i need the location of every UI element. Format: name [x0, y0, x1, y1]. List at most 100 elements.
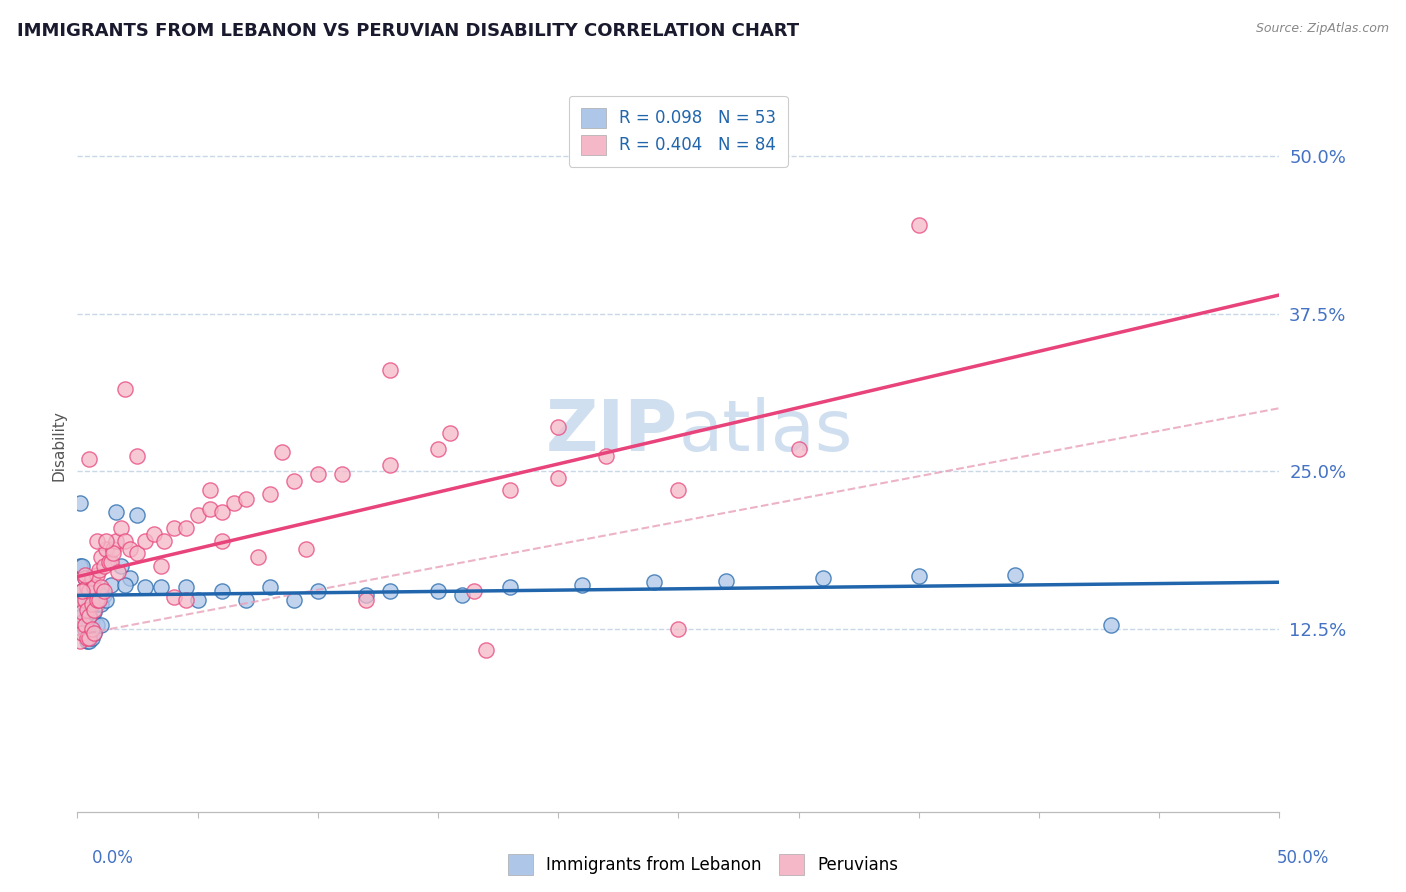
- Point: [668, 483, 690, 497]
- Point: [79, 451, 101, 466]
- Point: [150, 580, 173, 594]
- Point: [1099, 618, 1122, 632]
- Point: [294, 542, 316, 557]
- Point: [330, 467, 353, 481]
- Point: [103, 546, 125, 560]
- Point: [259, 580, 281, 594]
- Point: [235, 592, 257, 607]
- Point: [211, 584, 233, 599]
- Point: [547, 470, 569, 484]
- Point: [378, 363, 401, 377]
- Text: 0.0%: 0.0%: [91, 849, 134, 867]
- Legend: Immigrants from Lebanon, Peruvians: Immigrants from Lebanon, Peruvians: [502, 847, 904, 881]
- Point: [90, 549, 112, 564]
- Point: [76, 580, 98, 594]
- Point: [595, 449, 617, 463]
- Point: [86, 567, 108, 582]
- Point: [96, 592, 118, 607]
- Point: [73, 571, 96, 585]
- Point: [83, 580, 105, 594]
- Point: [90, 580, 112, 594]
- Point: [716, 574, 738, 588]
- Point: [70, 558, 93, 573]
- Point: [439, 426, 461, 441]
- Point: [547, 420, 569, 434]
- Point: [87, 592, 110, 607]
- Point: [79, 631, 101, 645]
- Y-axis label: Disability: Disability: [51, 410, 66, 482]
- Point: [79, 609, 101, 624]
- Text: 50.0%: 50.0%: [1277, 849, 1329, 867]
- Point: [80, 571, 103, 585]
- Point: [127, 508, 149, 523]
- Point: [69, 558, 91, 573]
- Point: [73, 571, 96, 585]
- Point: [143, 527, 166, 541]
- Text: IMMIGRANTS FROM LEBANON VS PERUVIAN DISABILITY CORRELATION CHART: IMMIGRANTS FROM LEBANON VS PERUVIAN DISA…: [17, 22, 799, 40]
- Point: [114, 533, 136, 548]
- Point: [83, 603, 105, 617]
- Point: [69, 615, 91, 630]
- Text: atlas: atlas: [679, 397, 853, 466]
- Point: [70, 584, 93, 599]
- Point: [70, 584, 93, 599]
- Point: [198, 502, 221, 516]
- Point: [134, 580, 156, 594]
- Text: Source: ZipAtlas.com: Source: ZipAtlas.com: [1256, 22, 1389, 36]
- Point: [127, 449, 149, 463]
- Point: [1004, 567, 1026, 582]
- Point: [378, 458, 401, 472]
- Point: [499, 483, 522, 497]
- Point: [174, 592, 197, 607]
- Point: [79, 615, 101, 630]
- Point: [222, 496, 245, 510]
- Point: [93, 558, 115, 573]
- Point: [120, 571, 142, 585]
- Point: [246, 549, 269, 564]
- Point: [643, 575, 665, 590]
- Point: [114, 382, 136, 396]
- Point: [114, 578, 136, 592]
- Point: [79, 584, 101, 599]
- Point: [76, 603, 98, 617]
- Point: [86, 618, 108, 632]
- Point: [100, 555, 122, 569]
- Point: [104, 505, 127, 519]
- Point: [73, 622, 96, 636]
- Point: [134, 533, 156, 548]
- Point: [354, 592, 377, 607]
- Point: [80, 592, 103, 607]
- Point: [186, 508, 209, 523]
- Point: [83, 625, 105, 640]
- Point: [100, 578, 122, 592]
- Point: [259, 487, 281, 501]
- Point: [153, 533, 176, 548]
- Point: [668, 622, 690, 636]
- Point: [283, 592, 305, 607]
- Point: [73, 567, 96, 582]
- Point: [150, 558, 173, 573]
- Point: [86, 597, 108, 611]
- Point: [110, 521, 132, 535]
- Point: [811, 571, 834, 585]
- Point: [96, 542, 118, 557]
- Point: [86, 533, 108, 548]
- Point: [69, 496, 91, 510]
- Point: [307, 584, 329, 599]
- Point: [120, 542, 142, 557]
- Point: [86, 592, 108, 607]
- Point: [908, 569, 931, 583]
- Point: [107, 565, 129, 579]
- Point: [198, 483, 221, 497]
- Point: [475, 643, 498, 657]
- Point: [70, 606, 93, 620]
- Point: [70, 609, 93, 624]
- Point: [162, 591, 184, 605]
- Point: [90, 597, 112, 611]
- Point: [787, 442, 810, 456]
- Point: [571, 578, 593, 592]
- Point: [110, 558, 132, 573]
- Text: ZIP: ZIP: [546, 397, 679, 466]
- Point: [93, 588, 115, 602]
- Point: [69, 592, 91, 607]
